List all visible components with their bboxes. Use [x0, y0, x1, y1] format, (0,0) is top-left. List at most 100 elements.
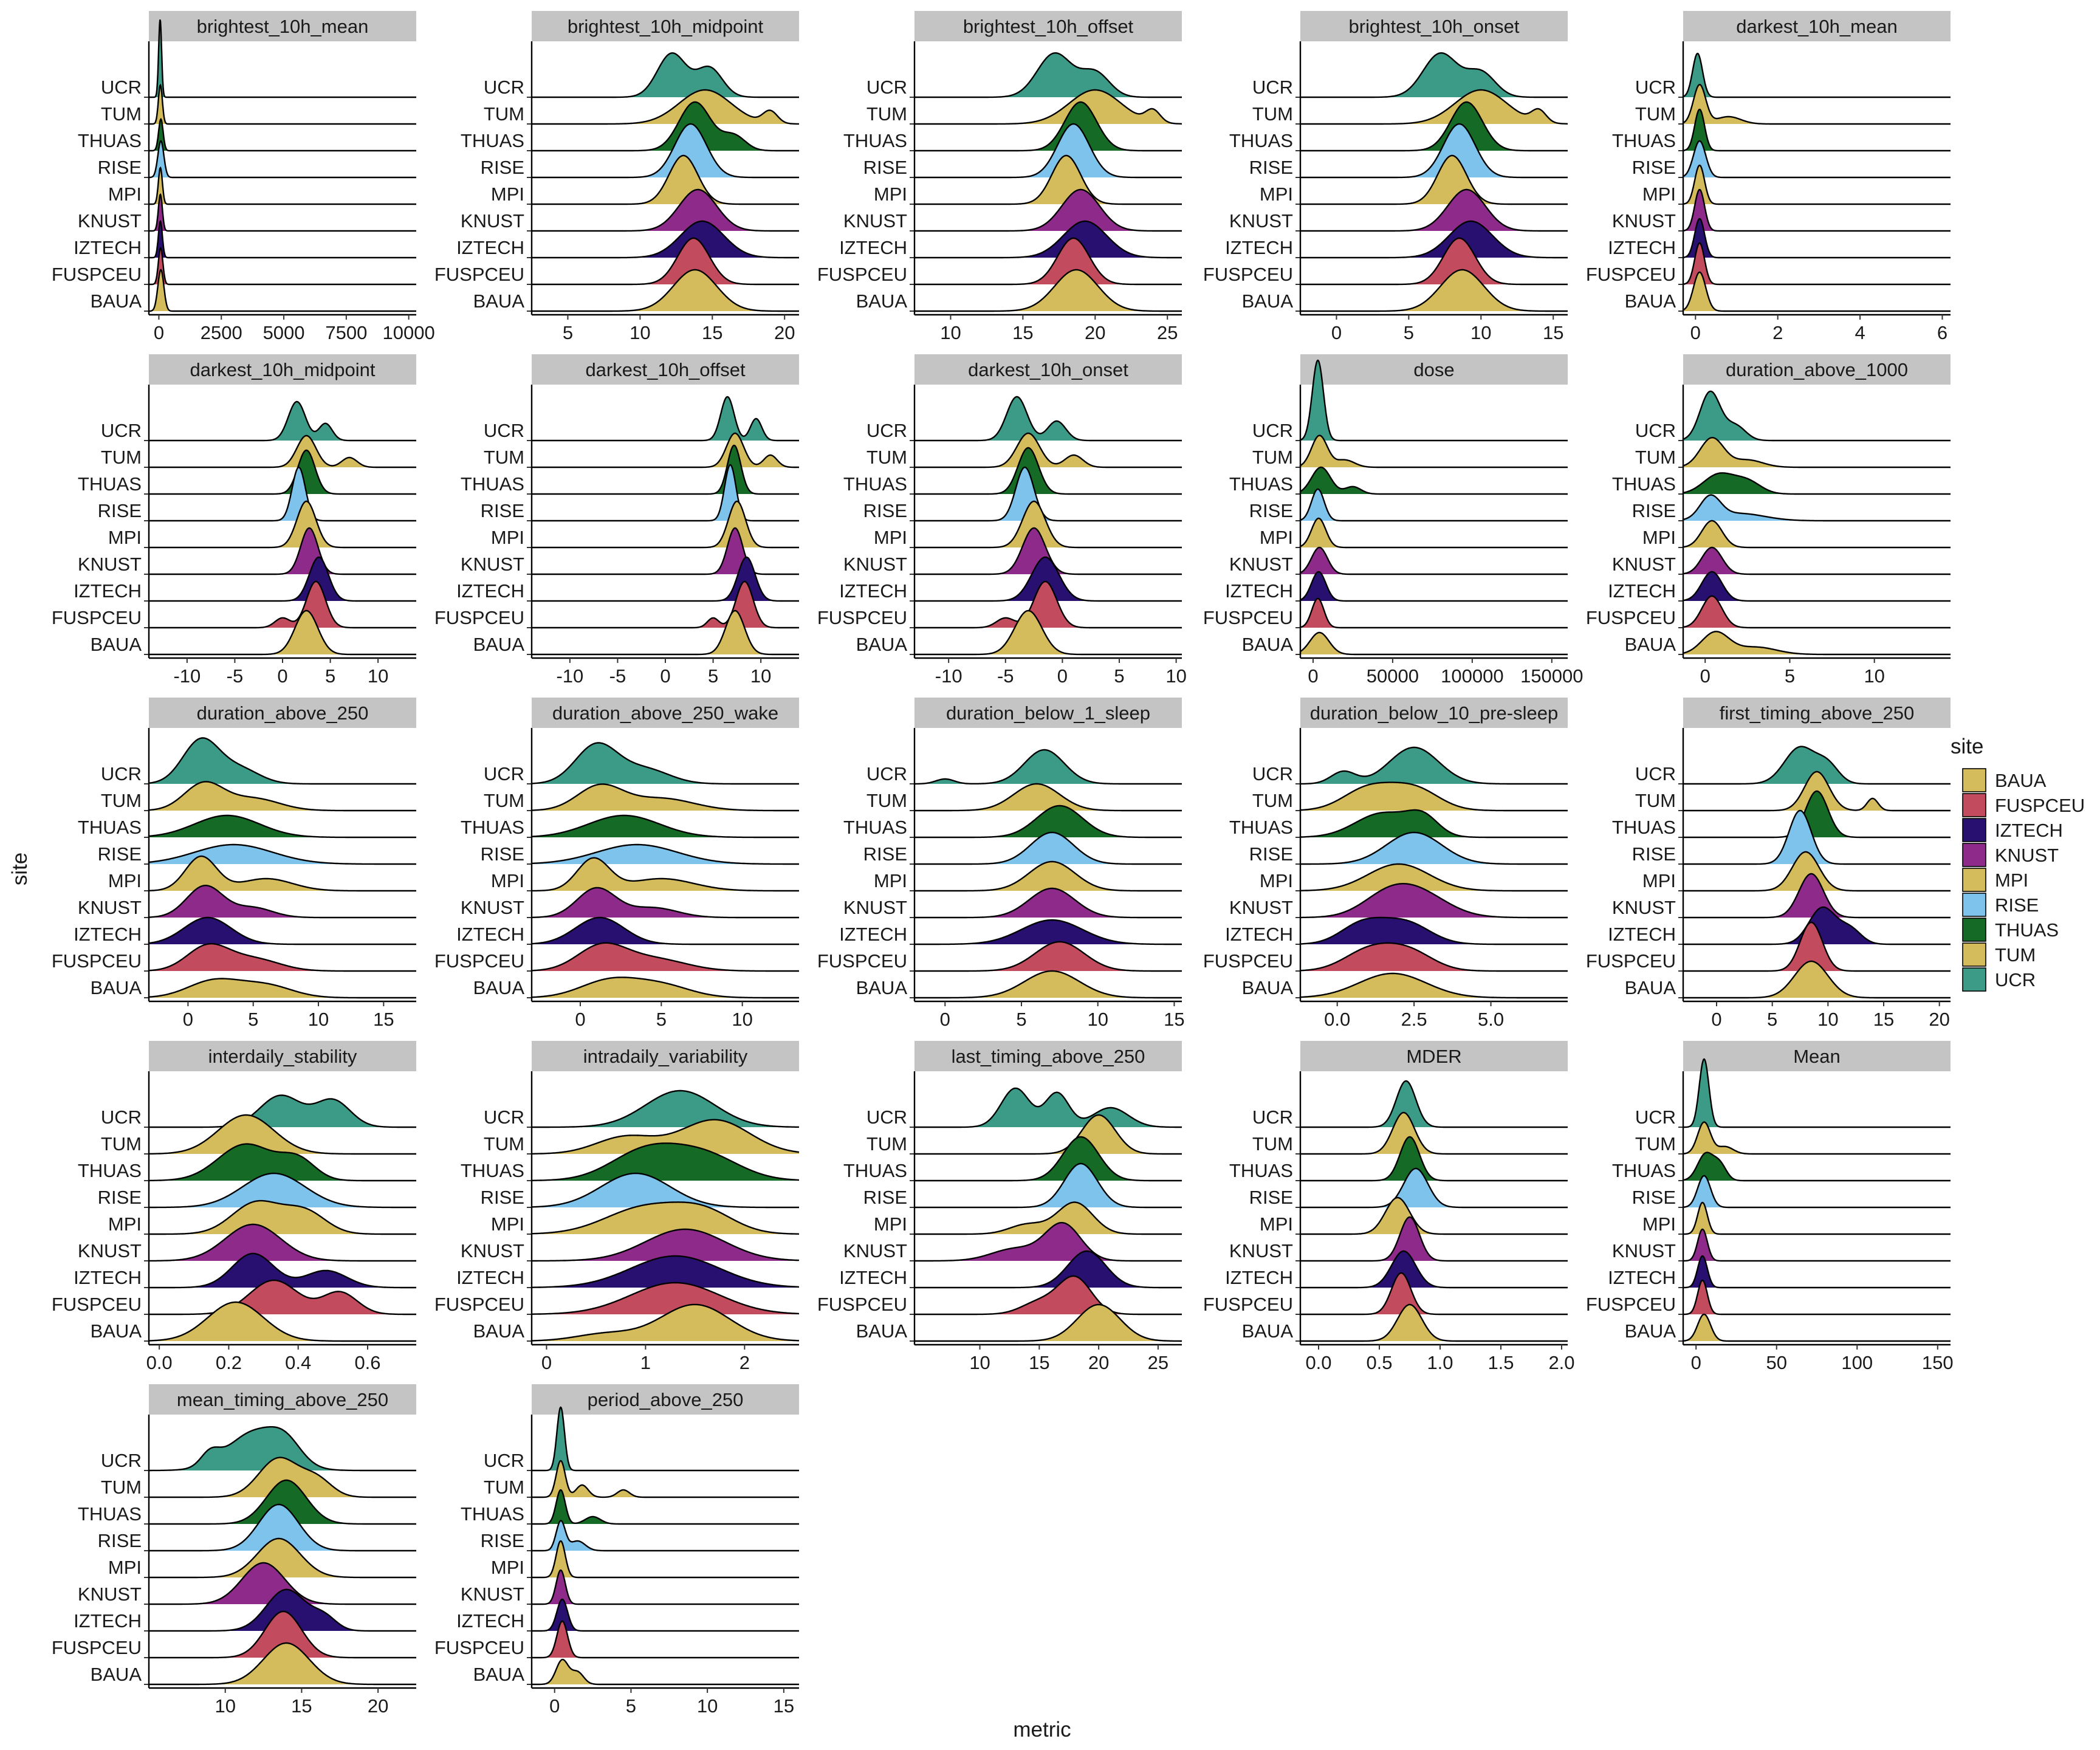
- ridges: [148, 1094, 416, 1342]
- ridge-area-mpi: [149, 856, 416, 891]
- site-tick-label: BAUA: [1242, 1320, 1294, 1342]
- ridge-area-iztech: [1683, 1256, 1951, 1288]
- ridge-area-iztech: [914, 920, 1182, 944]
- ridges: [148, 737, 416, 999]
- site-tick-label: MPI: [874, 1213, 907, 1235]
- site-tick-label: RISE: [481, 1530, 524, 1551]
- legend-title: site: [1951, 735, 1983, 758]
- x-tick-label: 20: [1088, 1352, 1109, 1373]
- site-tick-label: TUM: [101, 790, 142, 811]
- ridge-line-mpi: [532, 154, 799, 205]
- ridge-area-fuspceu: [532, 1621, 799, 1658]
- ridge-line-ucr: [1300, 52, 1568, 98]
- ridge-line-baua: [530, 976, 799, 999]
- ridge-area-tum: [149, 1115, 416, 1154]
- ridge-line-rise: [532, 123, 799, 179]
- site-tick-label: RISE: [481, 1187, 524, 1208]
- x-tick-label: 5: [248, 1009, 258, 1030]
- ridge-area-thuas: [1300, 467, 1568, 494]
- ridge-line-knust: [1682, 546, 1951, 575]
- ridge-line-iztech: [1683, 1255, 1951, 1289]
- ridge-line-knust: [149, 527, 416, 575]
- ridge-line-tum: [914, 89, 1182, 125]
- ridge-line-iztech: [914, 1250, 1182, 1289]
- ridge-area-rise: [1300, 832, 1568, 864]
- site-tick-label: MPI: [874, 527, 907, 548]
- ridge-area-knust: [532, 1570, 799, 1604]
- site-tick-label: UCR: [1252, 763, 1293, 784]
- ridge-area-knust: [1683, 874, 1951, 918]
- ridge-line-ucr: [1300, 746, 1568, 785]
- ridge-area-ucr: [532, 1091, 799, 1127]
- facet-panel: brightest_10h_mean UCR TUM THUAS RISE MPI KNUS…: [52, 11, 435, 343]
- site-tick-label: FUSPCEU: [817, 1294, 907, 1315]
- ridge-line-knust: [1683, 873, 1951, 919]
- site-tick-label: UCR: [484, 1450, 524, 1471]
- x-axis-title: metric: [1013, 1718, 1071, 1741]
- x-tick-label: 0.0: [1305, 1352, 1331, 1373]
- site-tick-label: FUSPCEU: [817, 607, 907, 628]
- ridge-line-iztech: [532, 556, 799, 602]
- ridge-line-ucr: [914, 1087, 1182, 1128]
- ridge-area-mpi: [914, 1202, 1182, 1234]
- ridge-line-rise: [1300, 831, 1568, 865]
- x-tick-label: 5: [1404, 322, 1414, 343]
- ridge-area-baua: [532, 1659, 799, 1684]
- site-tick-label: FUSPCEU: [1586, 607, 1676, 628]
- site-tick-label: FUSPCEU: [52, 1637, 142, 1658]
- ridge-line-rise: [532, 464, 799, 522]
- facet-strip-title: duration_above_250: [197, 702, 369, 724]
- ridge-line-baua: [1682, 1313, 1951, 1342]
- x-tick-label: 10: [697, 1695, 718, 1717]
- ridge-area-baua: [1300, 633, 1568, 654]
- x-tick-label: 0: [1057, 665, 1068, 687]
- ridge-line-thuas: [148, 814, 416, 839]
- ridge-line-iztech: [530, 916, 799, 945]
- ridge-area-mpi: [149, 1201, 416, 1234]
- ridge-line-fuspceu: [149, 1279, 416, 1316]
- x-tick-label: -5: [227, 665, 244, 687]
- facet-panel: Mean UCR TUM THUAS RISE MPI KNUST IZTECH FUSPCEU…: [1586, 1041, 1954, 1373]
- ridge-line-tum: [1299, 434, 1568, 468]
- legend-label: TUM: [1995, 944, 2036, 966]
- ridge-line-mpi: [914, 154, 1182, 205]
- x-tick-label: 5: [1016, 1009, 1026, 1030]
- site-tick-label: TUM: [866, 447, 907, 468]
- site-tick-label: THUAS: [78, 1160, 142, 1181]
- x-tick-label: 1.5: [1487, 1352, 1514, 1373]
- ridge-line-baua: [532, 269, 799, 312]
- x-tick-label: 15: [1012, 322, 1033, 343]
- facet-strip-title: dose: [1413, 359, 1454, 380]
- x-tick-label: 5: [626, 1695, 636, 1717]
- ridge-line-mpi: [1299, 863, 1568, 892]
- site-tick-label: MPI: [1260, 1213, 1293, 1235]
- ridge-line-knust: [1300, 1216, 1568, 1262]
- ridge-line-mpi: [149, 1537, 416, 1579]
- site-tick-label: MPI: [491, 1213, 524, 1235]
- x-tick-label: 15: [1029, 1352, 1049, 1373]
- ridge-area-baua: [532, 1304, 799, 1341]
- site-tick-label: MPI: [108, 870, 142, 891]
- x-tick-label: -10: [935, 665, 962, 687]
- facet-panel: brightest_10h_onset UCR TUM THUAS RISE MPI KNU…: [1203, 11, 1568, 343]
- ridge-line-tum: [1682, 437, 1951, 468]
- site-tick-label: BAUA: [1242, 290, 1294, 312]
- ridge-line-fuspceu: [1300, 237, 1568, 286]
- site-tick-label: TUM: [866, 103, 907, 125]
- ridge-area-baua: [1683, 961, 1951, 998]
- ridge-area-baua: [532, 270, 799, 311]
- ridge-area-fuspceu: [1300, 943, 1568, 971]
- ridge-line-thuas: [1682, 108, 1951, 152]
- facet-strip-title: duration_above_1000: [1726, 359, 1908, 380]
- site-tick-label: IZTECH: [74, 237, 142, 258]
- site-tick-label: KNUST: [1229, 1240, 1293, 1261]
- ridge-area-iztech: [149, 918, 416, 944]
- site-tick-label: THUAS: [78, 130, 142, 151]
- ridge-line-thuas: [914, 805, 1182, 839]
- ridge-area-ucr: [914, 750, 1182, 784]
- site-tick-label: BAUA: [1625, 290, 1676, 312]
- site-tick-label: UCR: [1252, 420, 1293, 441]
- facet-panel: MDER UCR TUM THUAS RISE MPI KNUST IZTECH FUSPCEU…: [1203, 1041, 1575, 1373]
- ridge-line-thuas: [532, 101, 799, 152]
- ridge-line-knust: [1682, 188, 1951, 232]
